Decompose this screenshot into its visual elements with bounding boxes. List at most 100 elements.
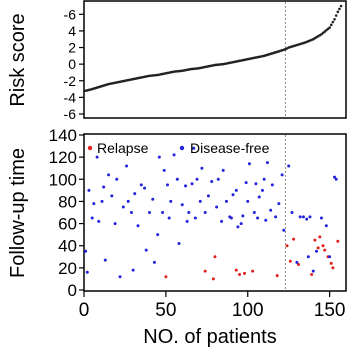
- patients-x-tick-label: 50: [155, 300, 176, 321]
- disease-free-point: [195, 177, 199, 181]
- risk-score-point: [333, 17, 336, 21]
- disease-free-point: [144, 248, 148, 252]
- disease-free-point: [241, 214, 245, 218]
- disease-free-point: [246, 199, 250, 203]
- disease-free-point: [236, 225, 240, 229]
- disease-free-point: [121, 205, 125, 209]
- disease-free-point: [301, 215, 305, 219]
- legend-disease-free-label: Disease-free: [190, 140, 270, 156]
- legend-relapse-label: Relapse: [97, 140, 149, 156]
- disease-free-point: [129, 211, 133, 214]
- disease-free-point: [161, 211, 165, 214]
- disease-free-point: [167, 216, 171, 220]
- legend-disease-free-marker: [179, 145, 185, 151]
- disease-free-point: [85, 270, 89, 274]
- patients-x-tick-label: 100: [232, 300, 264, 321]
- relapse-point: [242, 271, 246, 275]
- disease-free-point: [97, 219, 101, 223]
- relapse-point: [211, 277, 215, 281]
- risk-score-point: [329, 23, 333, 27]
- risk-score-y-tick-label: 2: [68, 40, 76, 56]
- disease-free-point: [216, 177, 220, 181]
- relapse-point: [203, 269, 207, 273]
- risk-score-y-tick-label: 4: [68, 23, 76, 39]
- risk-score-point: [331, 20, 335, 24]
- disease-free-point: [319, 216, 323, 220]
- disease-free-point: [143, 186, 147, 190]
- patients-axis-label: NO. of patients: [143, 326, 276, 348]
- disease-free-point: [334, 177, 338, 181]
- risk-score-y-tick-label: -4: [64, 89, 77, 105]
- disease-free-point: [169, 199, 173, 203]
- disease-free-point: [198, 199, 202, 203]
- relapse-point: [238, 273, 242, 276]
- disease-free-point: [256, 216, 260, 220]
- disease-free-point: [172, 153, 176, 157]
- disease-free-point: [156, 233, 160, 237]
- disease-free-point: [131, 268, 135, 272]
- disease-free-point: [244, 181, 248, 185]
- disease-free-point: [210, 180, 214, 183]
- legend-relapse-marker: [87, 145, 93, 151]
- relapse-point: [275, 274, 279, 278]
- disease-free-point: [328, 255, 332, 259]
- relapse-point: [292, 237, 296, 241]
- relapse-point: [318, 235, 322, 239]
- disease-free-point: [221, 168, 225, 172]
- disease-free-point: [180, 203, 184, 207]
- disease-free-point: [84, 249, 88, 253]
- disease-free-point: [298, 215, 302, 219]
- disease-free-point: [152, 260, 156, 264]
- disease-free-point: [139, 183, 143, 187]
- disease-free-point: [148, 211, 151, 214]
- disease-free-point: [177, 242, 181, 245]
- patients-x-tick-label: 150: [314, 300, 346, 321]
- disease-free-point: [192, 146, 196, 150]
- risk-score-point: [328, 26, 331, 29]
- disease-free-point: [229, 216, 233, 220]
- relapse-point: [313, 238, 317, 242]
- disease-free-point: [306, 255, 310, 259]
- disease-free-point: [100, 199, 104, 203]
- disease-free-point: [308, 215, 312, 219]
- disease-free-point: [287, 164, 291, 168]
- disease-free-point: [270, 183, 274, 187]
- patients-x-tick-label: 0: [79, 300, 90, 321]
- disease-free-point: [277, 202, 281, 206]
- disease-free-point: [262, 177, 266, 181]
- follow-up-y-tick-label: 140: [49, 126, 77, 145]
- risk-score-point: [339, 4, 343, 8]
- disease-free-point: [95, 155, 99, 159]
- disease-free-point: [90, 216, 94, 220]
- disease-free-point: [115, 177, 119, 181]
- legend: Relapse Disease-free: [87, 140, 270, 156]
- disease-free-point: [274, 215, 278, 219]
- disease-free-point: [203, 211, 207, 214]
- disease-free-point: [126, 199, 130, 203]
- disease-free-point: [311, 269, 315, 273]
- disease-free-point: [107, 173, 111, 177]
- follow-up-y-tick-label: 0: [68, 281, 77, 300]
- relapse-point: [329, 261, 333, 265]
- disease-free-point: [234, 188, 238, 192]
- relapse-point: [336, 239, 340, 243]
- disease-free-point: [290, 211, 294, 214]
- disease-free-point: [151, 197, 155, 201]
- disease-free-point: [220, 219, 224, 223]
- disease-free-point: [264, 218, 268, 222]
- disease-free-point: [92, 202, 96, 206]
- relapse-point: [285, 244, 289, 248]
- relapse-point: [213, 255, 217, 259]
- risk-score-y-tick-label: -6: [64, 6, 77, 22]
- relapse-point: [331, 266, 335, 270]
- disease-free-point: [87, 188, 91, 192]
- disease-free-point: [280, 173, 284, 177]
- disease-free-point: [175, 177, 179, 181]
- follow-up-y-tick-label: 20: [58, 259, 77, 278]
- disease-free-point: [324, 224, 328, 228]
- risk-score-point: [334, 14, 338, 17]
- follow-up-y-tick-label: 100: [49, 170, 77, 189]
- disease-free-point: [185, 219, 189, 223]
- disease-free-point: [269, 208, 273, 212]
- disease-free-point: [265, 161, 269, 165]
